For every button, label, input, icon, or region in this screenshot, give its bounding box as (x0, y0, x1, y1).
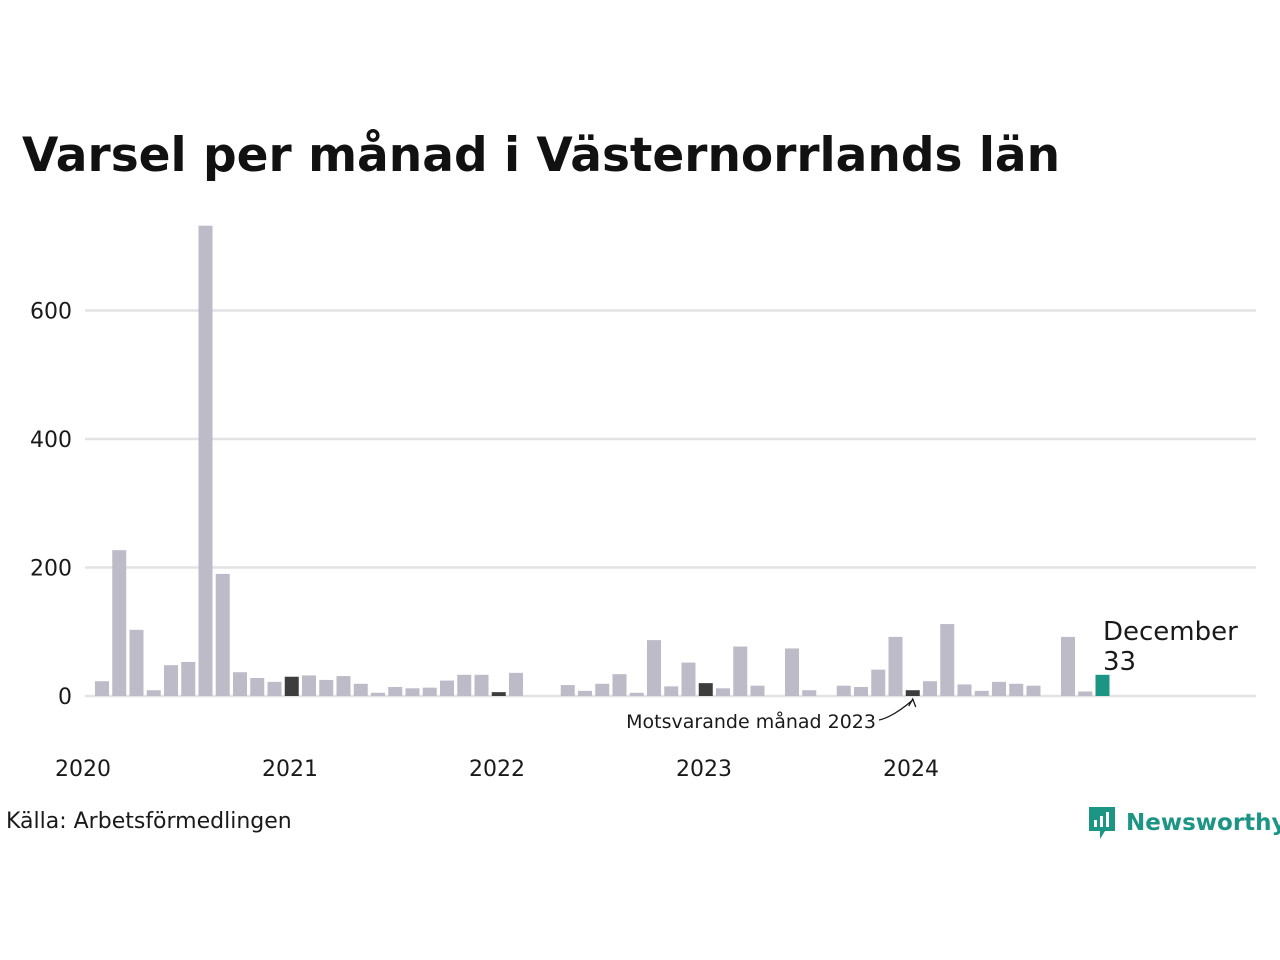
bar-2022-12 (698, 683, 713, 696)
newsworthy-logo-icon (1089, 807, 1115, 839)
bar-2020-07 (198, 225, 213, 696)
y-tick-label: 400 (30, 428, 72, 453)
bar-2023-02 (733, 646, 748, 696)
bar-2021-07 (405, 688, 420, 696)
bar-2020-03 (129, 629, 144, 696)
bar-2022-07 (612, 674, 627, 696)
bar-2020-04 (146, 690, 161, 696)
bars (95, 225, 1110, 696)
y-axis-ticks: 0 200 400 600 (30, 300, 72, 710)
bar-2021-10 (457, 674, 472, 696)
bar-2023-08 (836, 685, 851, 696)
bar-2022-08 (629, 692, 644, 696)
y-tick-label: 600 (30, 300, 72, 325)
bar-2021-12 (491, 692, 506, 696)
bar-2023-11 (888, 636, 903, 696)
brand-name: Newsworthy (1126, 810, 1280, 836)
bar-2023-06 (802, 690, 817, 696)
bar-2021-05 (371, 692, 385, 696)
bar-2020-08 (215, 573, 230, 696)
bar-2022-04 (560, 685, 575, 696)
bar-2023-09 (854, 687, 868, 696)
bar-2024-07 (1026, 685, 1041, 696)
bar-2021-11 (474, 674, 489, 696)
current-month-value: 33 (1103, 647, 1136, 677)
annotations: December 33 Motsvarande månad 2023 (626, 617, 1238, 733)
bar-2024-11 (1095, 674, 1110, 696)
bar-2021-09 (440, 680, 454, 696)
bar-2022-05 (578, 690, 592, 696)
bar-2020-06 (181, 661, 196, 696)
comparison-arrow (878, 699, 914, 721)
bar-2021-01 (302, 675, 316, 696)
bar-2021-06 (388, 687, 403, 696)
bar-2022-09 (647, 640, 661, 696)
bar-2021-08 (422, 687, 437, 696)
bar-2024-05 (992, 681, 1006, 696)
bar-2024-02 (940, 624, 955, 696)
bar-2020-11 (267, 681, 282, 696)
bar-2022-10 (664, 686, 679, 696)
bar-2023-01 (716, 688, 730, 696)
bar-2020-02 (112, 550, 127, 696)
bar-2020-10 (250, 678, 265, 696)
y-tick-label: 200 (30, 557, 72, 582)
x-tick-label-2024: 2024 (883, 757, 939, 782)
bar-2023-03 (750, 685, 765, 696)
x-tick-label-2020: 2020 (55, 757, 111, 782)
bar-2022-06 (595, 683, 610, 696)
x-tick-label-2022: 2022 (469, 757, 525, 782)
comparison-arrowhead (908, 697, 917, 708)
bar-2021-04 (353, 683, 368, 696)
bar-2023-12 (905, 690, 920, 696)
bar-2022-11 (681, 662, 696, 696)
source-text: Källa: Arbetsförmedlingen (6, 809, 292, 834)
x-tick-label-2023: 2023 (676, 757, 732, 782)
bar-2024-09 (1061, 636, 1075, 696)
x-tick-label-2021: 2021 (262, 757, 318, 782)
current-month-label: December (1103, 617, 1238, 647)
bar-2024-10 (1078, 691, 1093, 696)
bar-2020-09 (233, 672, 247, 696)
bar-2023-10 (871, 669, 886, 696)
comparison-label: Motsvarande månad 2023 (626, 710, 876, 733)
bar-2022-01 (509, 672, 523, 696)
bar-2024-03 (957, 684, 972, 696)
brand-logo[interactable]: Newsworthy (1087, 803, 1280, 843)
bar-2020-12 (284, 676, 299, 696)
bar-2024-06 (1009, 683, 1024, 696)
bar-2020-05 (164, 665, 178, 696)
bar-2020-01 (95, 681, 109, 696)
bar-2023-05 (785, 648, 799, 696)
chart-title: Varsel per månad i Västernorrlands län (22, 128, 1061, 183)
bar-2024-01 (923, 681, 937, 696)
bar-2024-04 (974, 690, 989, 696)
gridlines (85, 309, 1256, 698)
y-tick-label: 0 (58, 685, 72, 710)
x-axis-ticks: 2020 2021 2022 2023 2024 (55, 757, 939, 782)
bar-2021-03 (336, 676, 351, 696)
bar-2021-02 (319, 679, 334, 696)
